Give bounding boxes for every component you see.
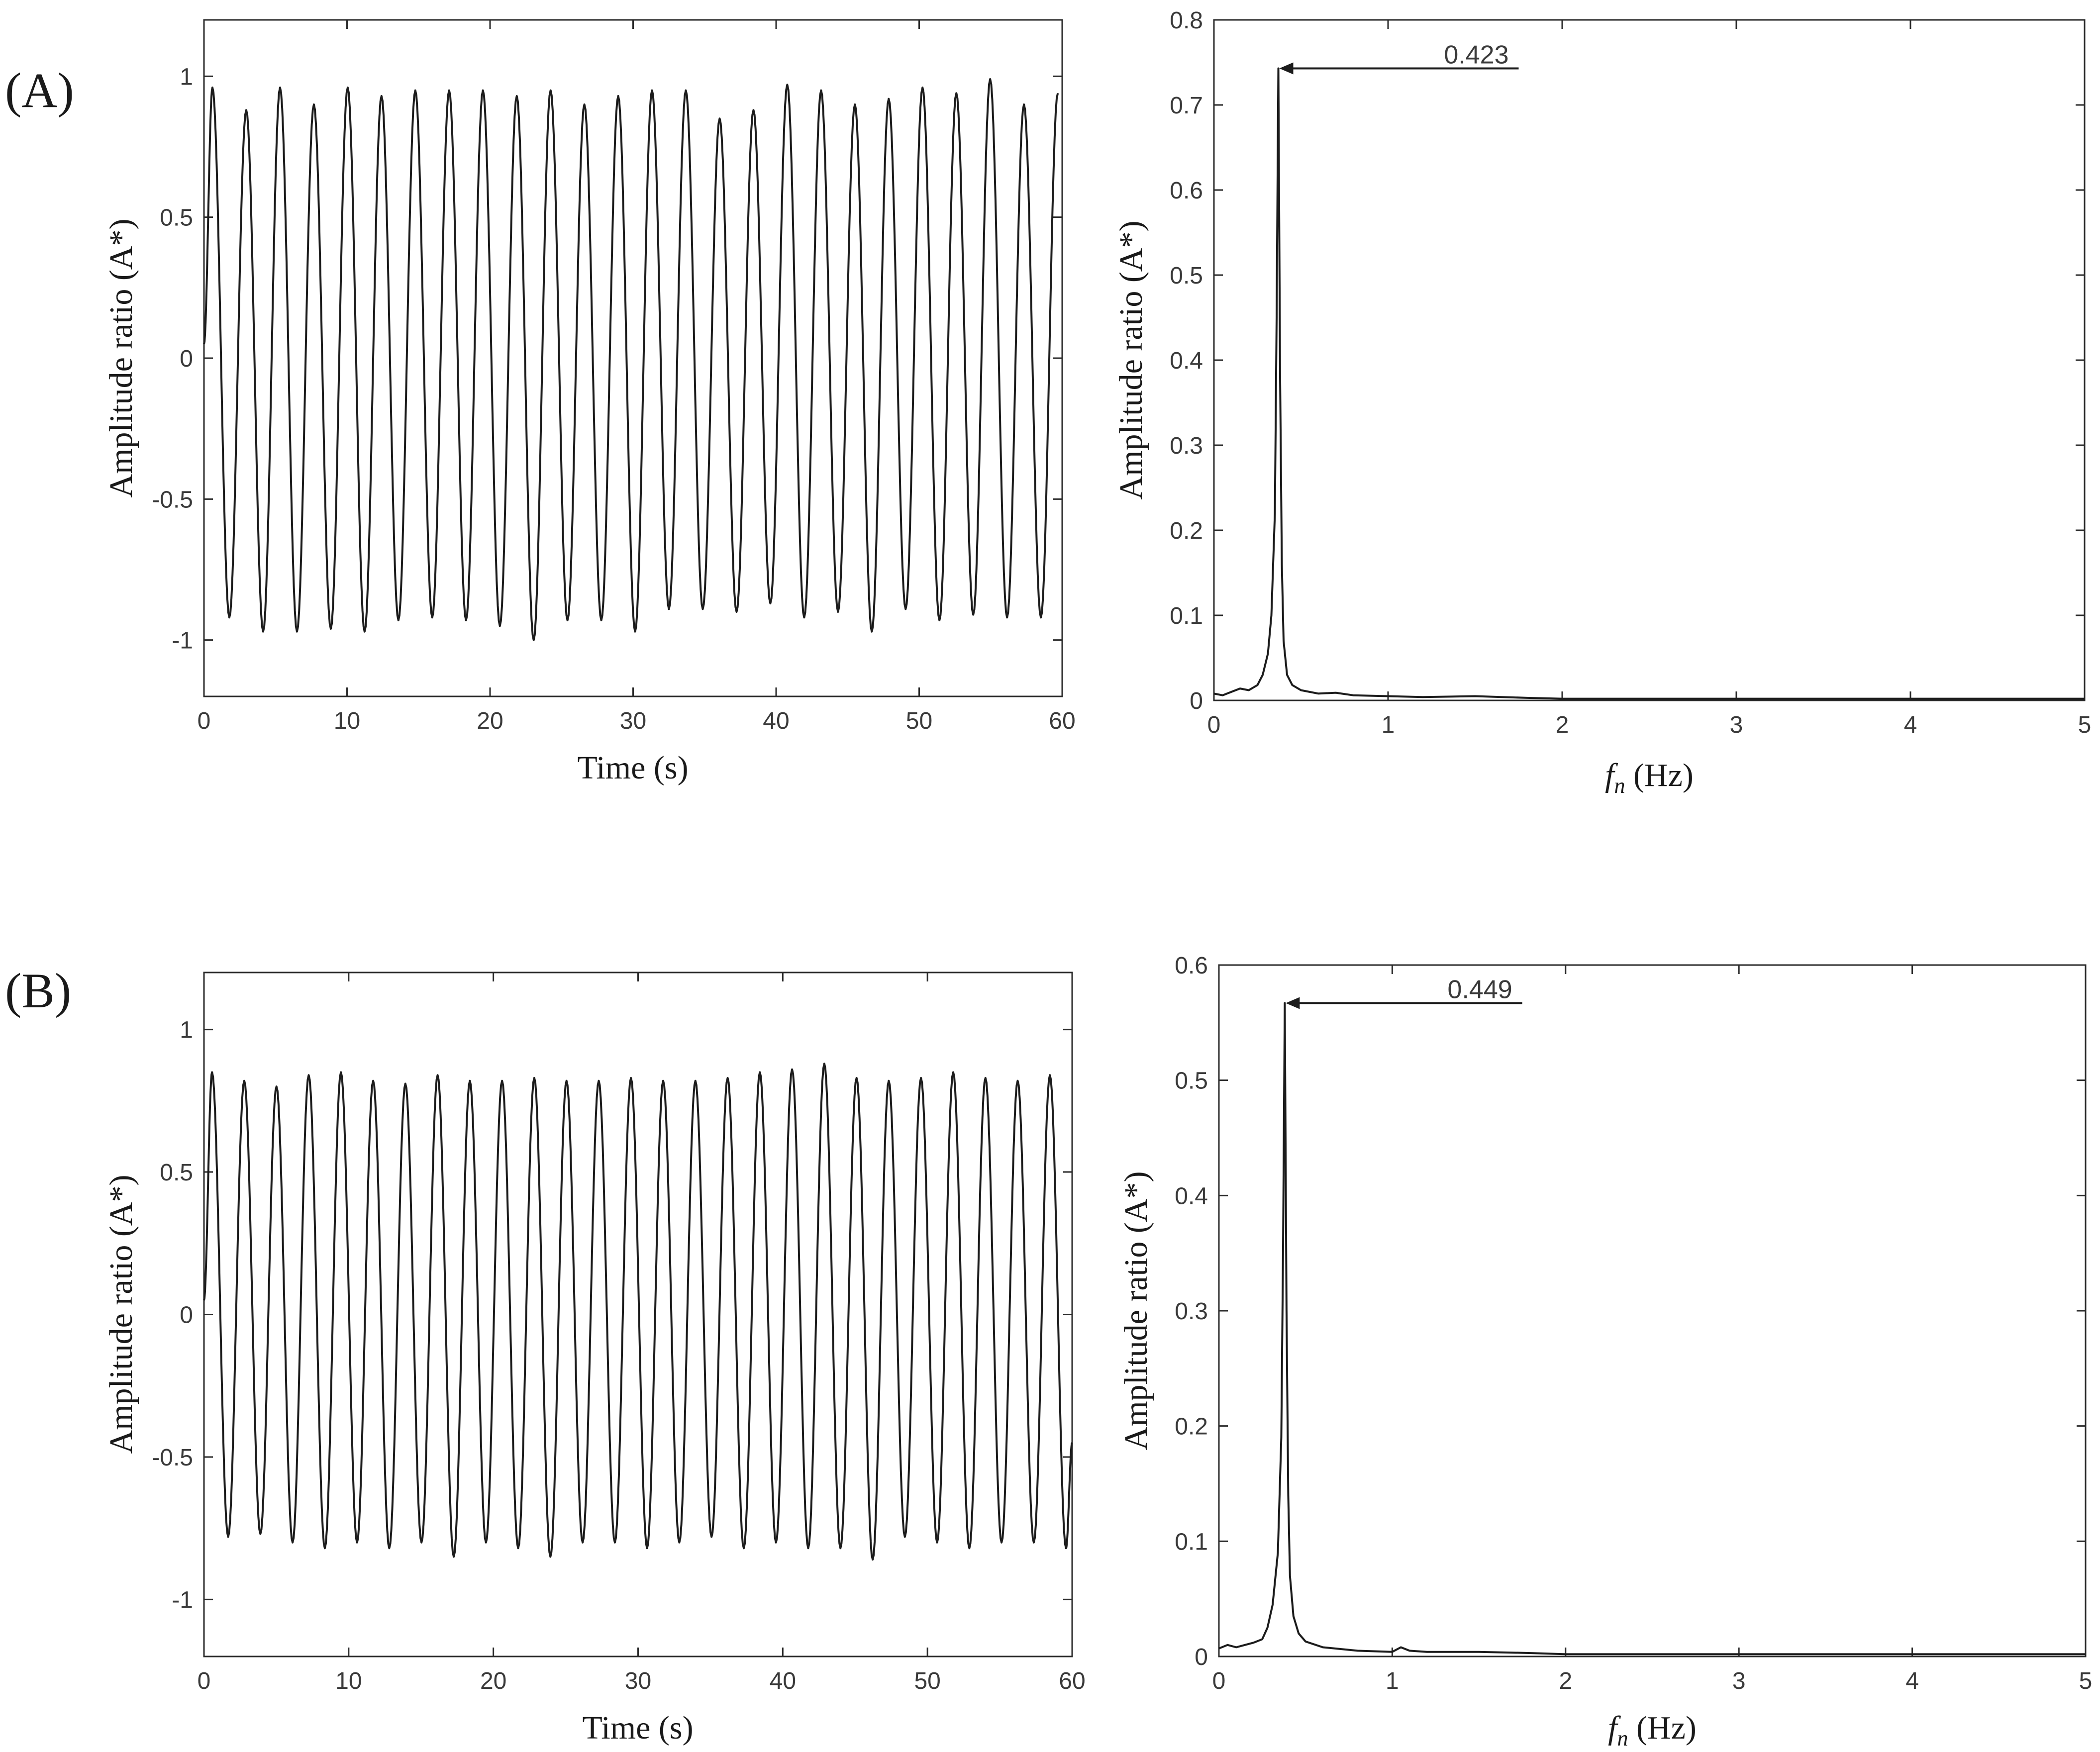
x-tick-label: 3 [1732, 1668, 1746, 1694]
peak-annotation: 0.423 [1279, 40, 1519, 75]
y-tick-label: 0.4 [1170, 348, 1203, 374]
y-tick-label: 0.5 [160, 1160, 193, 1186]
y-tick-label: 0.1 [1175, 1529, 1208, 1555]
y-tick-label: -0.5 [152, 1445, 193, 1471]
x-tick-label: 0 [1207, 712, 1221, 738]
signal-trace [203, 78, 1059, 641]
axis-ticks: 0 10 20 30 40 50 60 -1 -0.5 0 0.5 1 [152, 973, 1086, 1694]
annotation-arrow-head [1286, 997, 1300, 1009]
x-tick-label: 0 [1212, 1668, 1226, 1694]
x-tick-label: 60 [1049, 708, 1075, 734]
y-tick-label: 0.3 [1170, 433, 1203, 459]
y-tick-label: 0 [1195, 1644, 1208, 1670]
x-axis-label: Time (s) [582, 1710, 693, 1746]
x-tick-label: 5 [2078, 712, 2092, 738]
axis-ticks: 0 1 2 3 4 5 0 0.1 0.2 0.3 0.4 0.5 0.6 0.7 0.8 [1170, 7, 2091, 738]
y-tick-label: -1 [172, 628, 193, 654]
plot-frame [1218, 964, 2087, 1657]
x-tick-label: 2 [1556, 712, 1569, 738]
axis-ticks: 0 10 20 30 40 50 60 -1 -0.5 0 0.5 1 [152, 20, 1076, 734]
x-tick-label: 1 [1382, 712, 1395, 738]
y-tick-label: 0 [180, 346, 193, 372]
x-tick-label: 40 [770, 1668, 796, 1694]
y-tick-label: 0.6 [1175, 953, 1208, 979]
y-tick-label: 1 [180, 1017, 193, 1044]
y-tick-label: 0.8 [1170, 7, 1203, 34]
x-axis-label: Time (s) [577, 750, 688, 786]
y-tick-label: 0.2 [1170, 518, 1203, 544]
annotation-text: 0.423 [1444, 40, 1508, 69]
x-tick-label: 30 [625, 1668, 651, 1694]
x-tick-label: 10 [335, 1668, 362, 1694]
y-tick-label: -0.5 [152, 487, 193, 513]
annotation-text: 0.449 [1448, 975, 1512, 1004]
y-axis-label: Amplitude ratio (A*) [1118, 1171, 1154, 1451]
y-axis-label: Amplitude ratio (A*) [103, 1175, 139, 1454]
x-tick-label: 30 [620, 708, 646, 734]
x-tick-label: 40 [763, 708, 789, 734]
y-tick-label: 0.5 [1170, 263, 1203, 289]
spectrum-trace [1213, 67, 2085, 700]
y-tick-label: 1 [180, 64, 193, 90]
x-tick-label: 20 [477, 708, 503, 734]
y-tick-label: -1 [172, 1587, 193, 1613]
x-tick-label: 20 [480, 1668, 506, 1694]
peak-annotation: 0.449 [1286, 975, 1522, 1009]
y-tick-label: 0.4 [1175, 1183, 1208, 1209]
x-tick-label: 0 [198, 1668, 211, 1694]
y-axis-label: Amplitude ratio (A*) [1113, 221, 1149, 500]
y-tick-label: 0.2 [1175, 1414, 1208, 1440]
panel-label-a: (A) [5, 63, 74, 118]
x-tick-label: 50 [906, 708, 932, 734]
x-tick-label: 0 [198, 708, 211, 734]
time-series-chart-b: 0 10 20 30 40 50 60 -1 -0.5 0 0.5 1 Time (s) Amplit… [103, 972, 1086, 1746]
x-axis-label: fn (Hz) [1605, 757, 1694, 798]
y-tick-label: 0.3 [1175, 1298, 1208, 1325]
x-tick-label: 4 [1905, 1668, 1919, 1694]
y-tick-label: 0.7 [1170, 93, 1203, 119]
panel-label-b: (B) [5, 963, 71, 1018]
x-tick-label: 10 [334, 708, 360, 734]
x-axis-label: fn (Hz) [1608, 1710, 1697, 1751]
spectrum-trace [1218, 1002, 2086, 1655]
y-tick-label: 0.1 [1170, 603, 1203, 629]
spectrum-chart-a: 0 1 2 3 4 5 0 0.1 0.2 0.3 0.4 0.5 0.6 0.7 0.8 0.423 fn… [1113, 7, 2091, 798]
x-tick-label: 5 [2079, 1668, 2093, 1694]
axis-ticks: 0 1 2 3 4 5 0 0.1 0.2 0.3 0.4 0.5 0.6 [1175, 953, 2092, 1694]
x-tick-label: 4 [1904, 712, 1917, 738]
spectrum-chart-b: 0 1 2 3 4 500.10.20.30.40.50.6 0.449 fn (Hz) … [1118, 953, 2092, 1751]
x-tick-label: 3 [1730, 712, 1743, 738]
x-tick-label: 50 [914, 1668, 940, 1694]
time-series-chart-a: 0 10 20 30 40 50 60 -1 -0.5 0 0.5 1 Time (s) Amplit… [103, 19, 1076, 786]
annotation-arrow-head [1279, 62, 1294, 75]
x-tick-label: 60 [1059, 1668, 1085, 1694]
x-tick-label: 1 [1386, 1668, 1399, 1694]
y-tick-label: 0 [1190, 688, 1203, 714]
plot-frame [1213, 19, 2086, 701]
y-tick-label: 0 [180, 1302, 193, 1329]
signal-trace [203, 1063, 1073, 1561]
y-axis-label: Amplitude ratio (A*) [103, 219, 139, 498]
y-tick-label: 0.6 [1170, 178, 1203, 204]
y-tick-label: 0.5 [160, 205, 193, 231]
y-tick-label: 0.5 [1175, 1068, 1208, 1094]
x-tick-label: 2 [1559, 1668, 1572, 1694]
